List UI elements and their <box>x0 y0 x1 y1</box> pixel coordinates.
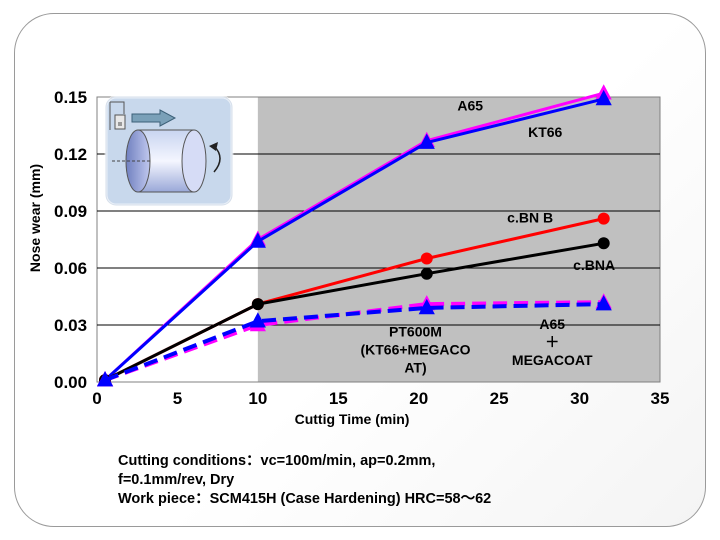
series-point-5 <box>595 295 612 311</box>
x-axis-title: Cuttig Time (min) <box>295 411 410 427</box>
series-point-5 <box>96 371 114 387</box>
conditions-line-3: Work piece：SCM415H (Case Hardening) HRC=… <box>118 491 492 507</box>
y-tick-label: 0.03 <box>54 316 87 335</box>
label-a65: A65 <box>457 97 483 113</box>
series-point-2 <box>597 212 610 225</box>
label-a65-megacoat: A65 ＋ MEGACOAT <box>512 316 593 368</box>
y-tick-label: 0.00 <box>54 373 87 392</box>
label-cbnb: c.BN B <box>507 209 553 225</box>
x-tick-label: 10 <box>248 389 267 408</box>
series-line-1 <box>104 97 605 382</box>
x-tick-label: 25 <box>490 389 509 408</box>
series-line-3 <box>104 241 604 382</box>
y-tick-label: 0.15 <box>54 88 87 107</box>
conditions-line-1: Cutting conditions：vc=100m/min, ap=0.2mm… <box>118 453 436 469</box>
y-axis-title: Nose wear (mm) <box>27 164 43 272</box>
series-point-1 <box>418 133 435 149</box>
conditions-line-2: f=0.1mm/rev, Dry <box>118 472 235 488</box>
series-point-1 <box>595 89 612 106</box>
x-tick-label: 15 <box>329 389 348 408</box>
series-point-1 <box>249 232 266 248</box>
y-tick-label: 0.12 <box>54 145 87 164</box>
plot-area-gray <box>257 97 660 382</box>
series-point-3 <box>420 267 433 280</box>
series-point-5 <box>249 312 266 328</box>
plot-border <box>96 96 661 383</box>
label-kt66: KT66 <box>528 124 562 140</box>
series-point-2 <box>420 252 433 265</box>
x-tick-label: 0 <box>92 389 101 408</box>
label-cbna: c.BNA <box>573 257 615 273</box>
series-point-3 <box>597 237 610 250</box>
x-tick-label: 20 <box>409 389 428 408</box>
cutting-conditions: Cutting conditions：vc=100m/min, ap=0.2mm… <box>118 452 678 509</box>
y-tick-label: 0.06 <box>54 259 87 278</box>
series-line-4 <box>104 300 604 382</box>
label-pt600m: PT600M (KT66+MEGACO AT) <box>360 323 470 375</box>
x-tick-label: 5 <box>173 389 182 408</box>
series-line-5 <box>104 302 604 382</box>
x-tick-label: 30 <box>570 389 589 408</box>
series-point-5 <box>418 298 435 315</box>
series-point-3 <box>251 298 264 311</box>
turning-illustration <box>104 95 234 207</box>
x-tick-label: 35 <box>651 389 670 408</box>
y-tick-label: 0.09 <box>54 202 87 221</box>
